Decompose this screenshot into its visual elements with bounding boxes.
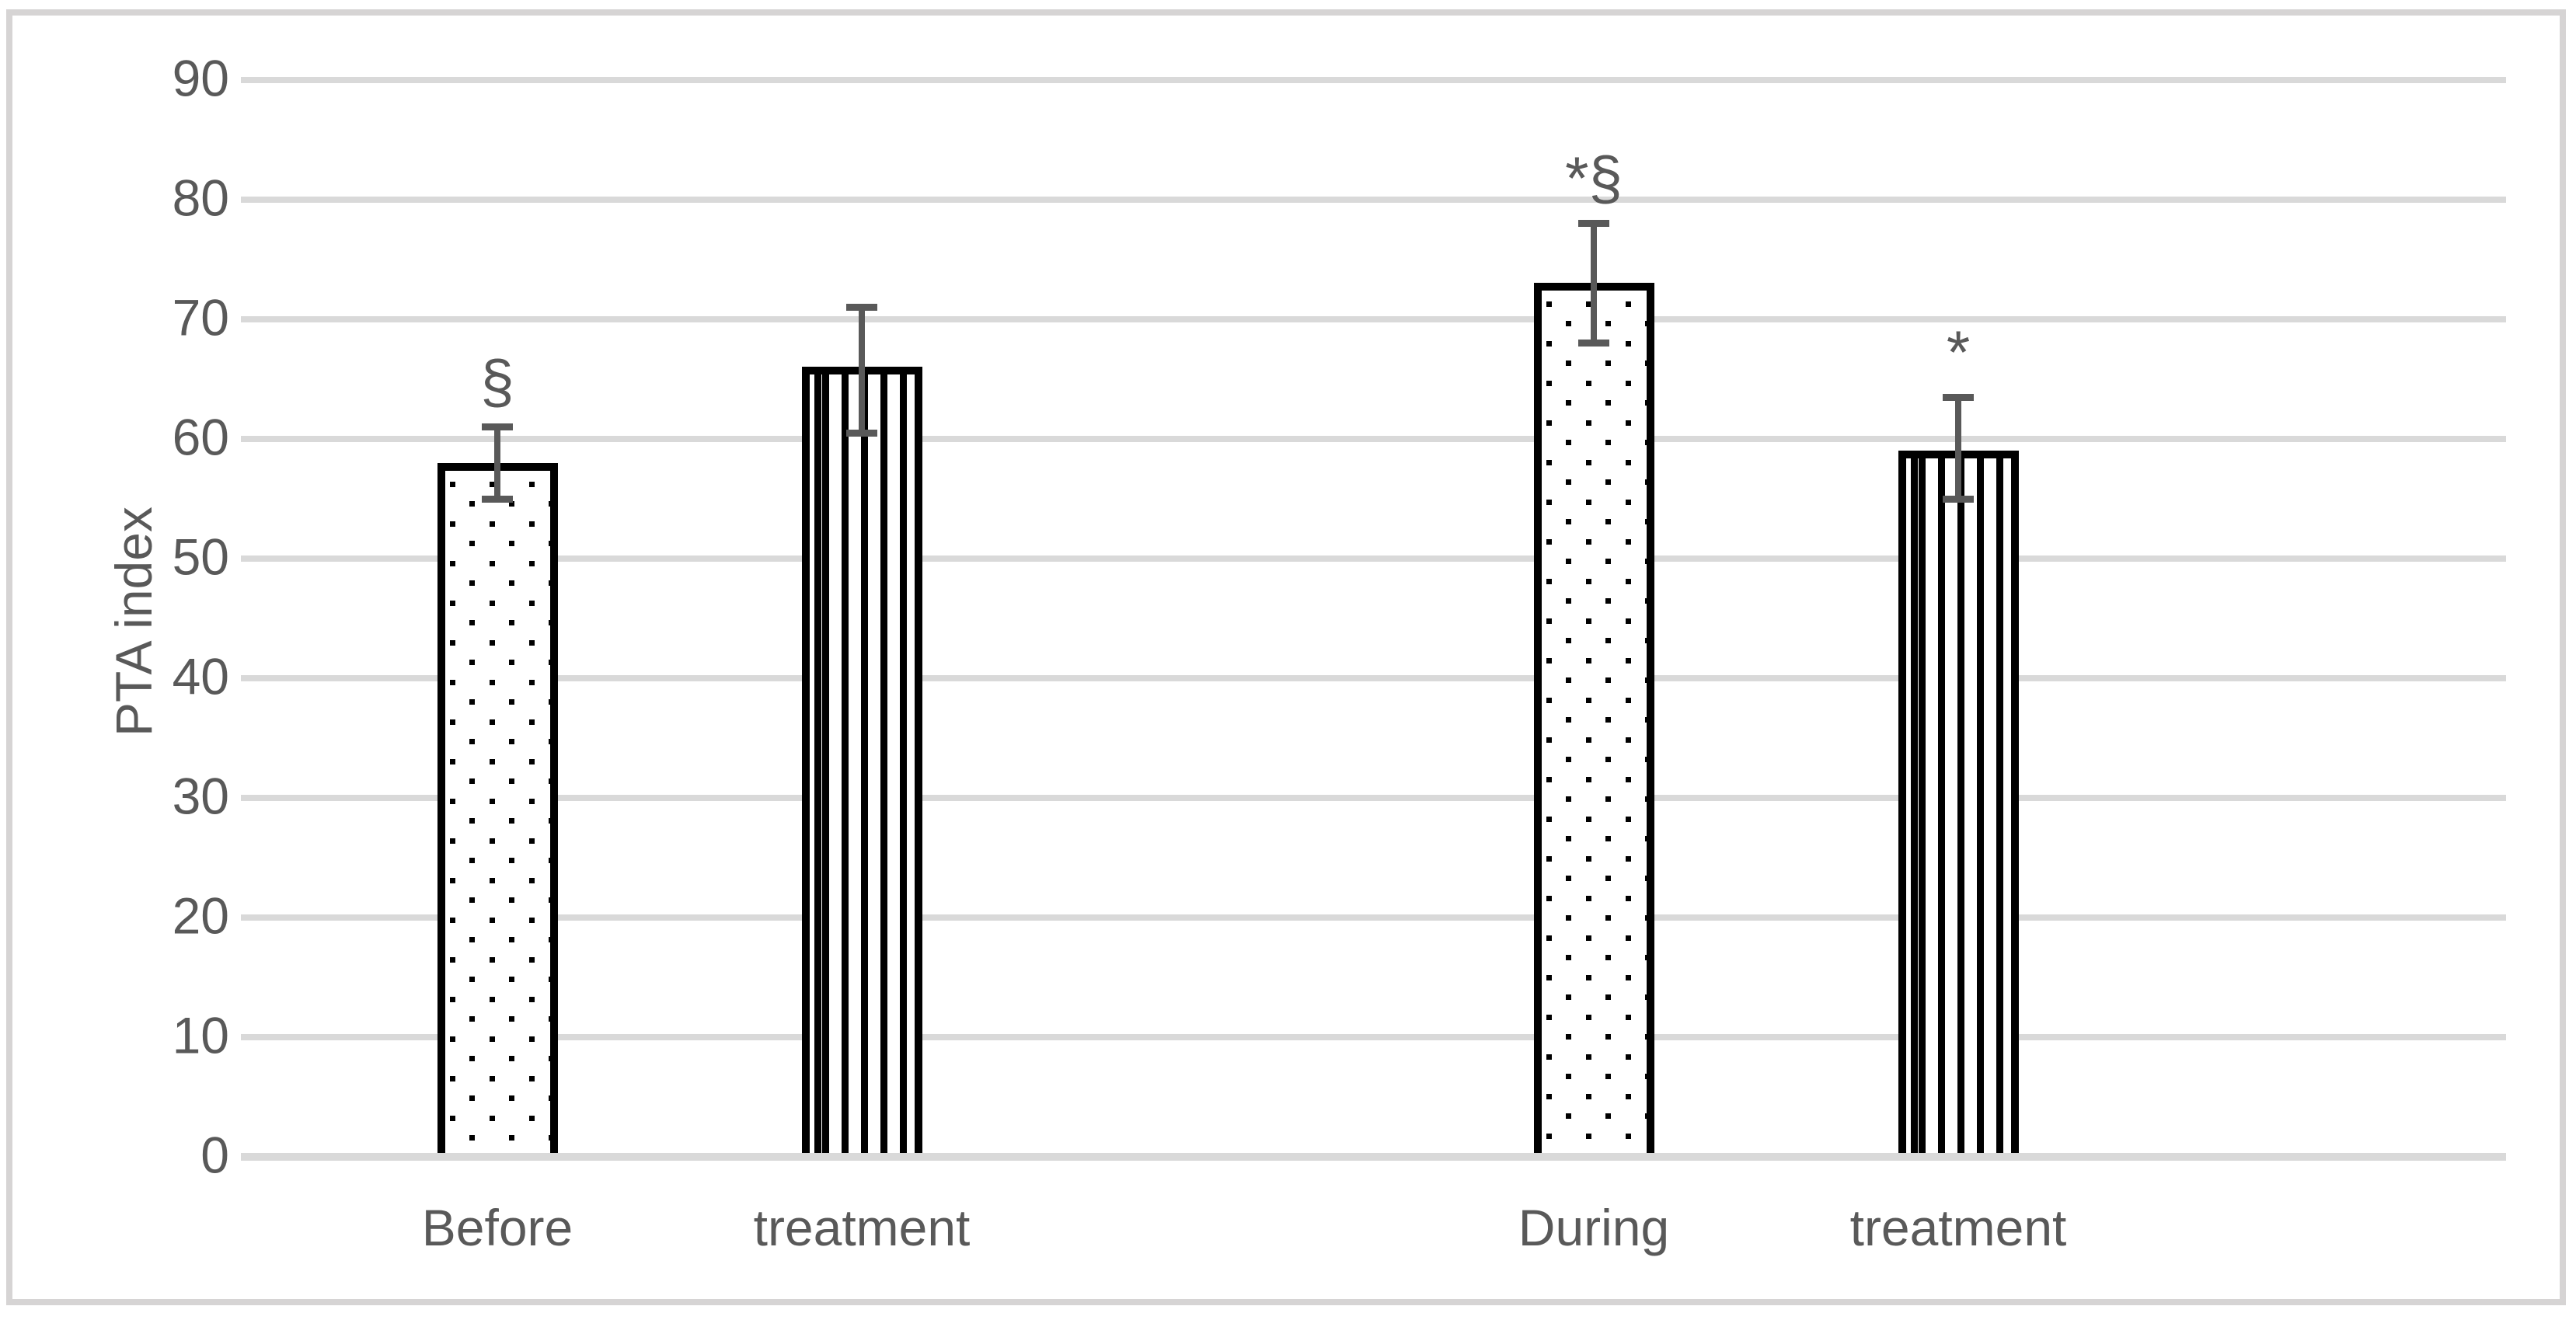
x-category-label-3-during: During xyxy=(1518,1199,1670,1256)
significance-annotation-3: *§ xyxy=(1565,144,1623,213)
y-tick-label-20: 20 xyxy=(172,886,229,945)
bar-2-treatment xyxy=(801,367,922,1158)
y-tick-label-30: 30 xyxy=(172,767,229,825)
bar-4-treatment xyxy=(1898,451,2019,1158)
y-tick-label-90: 90 xyxy=(172,48,229,106)
error-bar-cap-bottom-3 xyxy=(1578,340,1609,347)
y-tick-label-80: 80 xyxy=(172,168,229,226)
error-bar-cap-top-1 xyxy=(482,423,513,431)
gridline-y30 xyxy=(241,794,2506,801)
figure-border xyxy=(6,9,2566,1305)
error-bar-cap-top-3 xyxy=(1578,220,1609,228)
y-tick-label-50: 50 xyxy=(172,528,229,586)
y-axis-title: PTA index xyxy=(105,507,162,737)
y-tick-label-0: 0 xyxy=(200,1126,229,1184)
gridline-y90 xyxy=(241,76,2506,83)
significance-annotation-1: § xyxy=(480,347,514,416)
gridline-y40 xyxy=(241,674,2506,681)
error-bar-cap-bottom-2 xyxy=(846,429,877,437)
error-bar-line-4 xyxy=(1955,396,1961,499)
gridline-y60 xyxy=(241,435,2506,442)
error-bar-cap-top-2 xyxy=(846,304,877,312)
gridline-y50 xyxy=(241,555,2506,562)
x-category-label-1-before: Before xyxy=(421,1199,573,1256)
y-tick-label-40: 40 xyxy=(172,647,229,705)
bar-1-before xyxy=(437,462,558,1158)
x-category-label-2-treatment: treatment xyxy=(753,1199,971,1256)
axis-baseline xyxy=(241,1153,2506,1161)
gridline-y10 xyxy=(241,1033,2506,1040)
y-tick-label-70: 70 xyxy=(172,288,229,347)
error-bar-line-1 xyxy=(494,427,500,499)
bar-3-during xyxy=(1533,283,1654,1158)
gridline-y70 xyxy=(241,315,2506,322)
gridline-y80 xyxy=(241,196,2506,203)
x-category-label-4-treatment: treatment xyxy=(1849,1199,2067,1256)
gridline-y20 xyxy=(241,914,2506,921)
error-bar-line-3 xyxy=(1591,223,1597,343)
significance-annotation-4: * xyxy=(1946,317,1971,386)
error-bar-cap-bottom-4 xyxy=(1943,495,1974,503)
error-bar-cap-bottom-1 xyxy=(482,495,513,503)
y-tick-label-10: 10 xyxy=(172,1006,229,1064)
y-tick-label-60: 60 xyxy=(172,408,229,466)
error-bar-cap-top-4 xyxy=(1943,393,1974,401)
error-bar-line-2 xyxy=(859,307,865,433)
